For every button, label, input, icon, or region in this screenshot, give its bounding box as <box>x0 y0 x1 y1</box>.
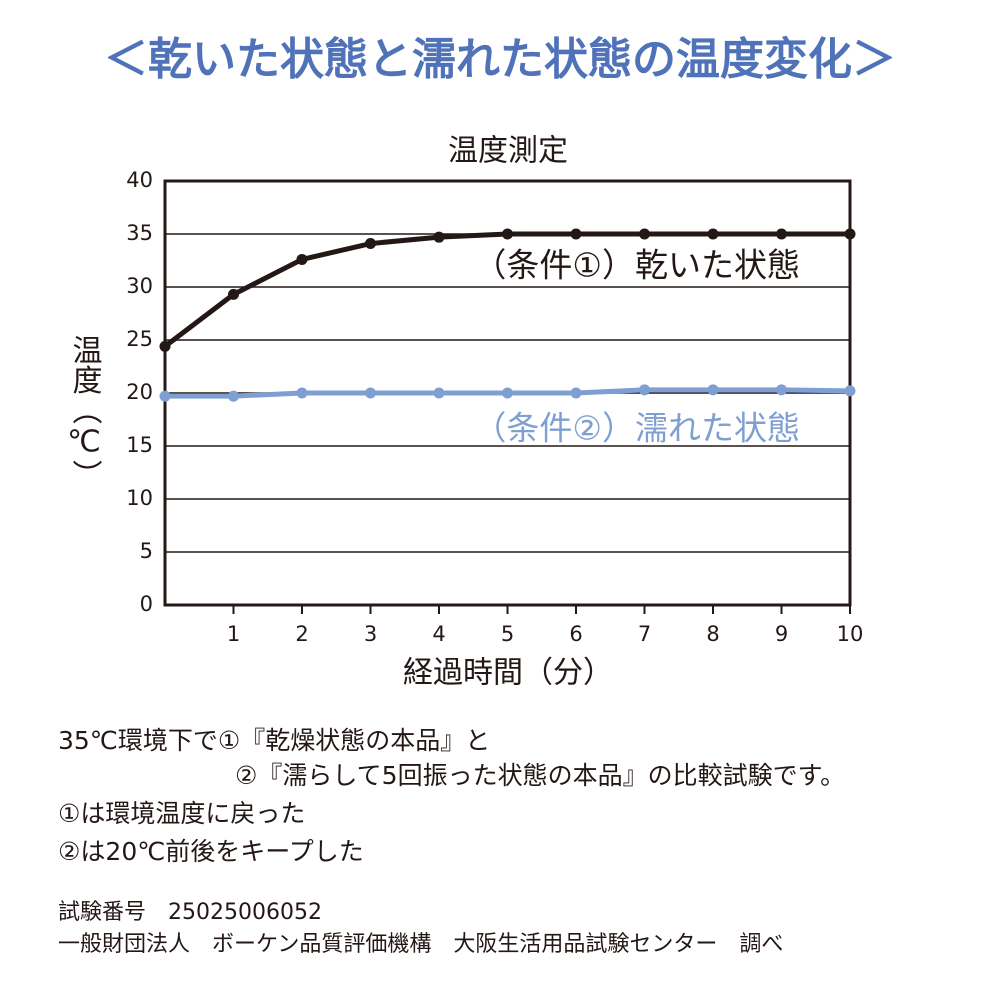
footer: 試験番号 25025006052 <box>58 900 322 925</box>
x-tick-label: 8 <box>706 622 719 646</box>
y-tick-label: 0 <box>140 592 153 616</box>
x-tick-label: 1 <box>227 622 240 646</box>
y-tick-label: 10 <box>126 486 153 510</box>
note: ①は環境温度に戻った <box>58 799 305 828</box>
point <box>296 387 308 399</box>
y-tick-label: 30 <box>126 274 153 298</box>
page-title: ＜乾いた状態と濡れた状態の温度変化＞ <box>104 34 896 85</box>
point <box>365 238 376 250</box>
y-tick-label: 40 <box>126 168 153 192</box>
point <box>570 387 582 399</box>
point <box>228 288 239 300</box>
note: ②『濡らして5回振った状態の本品』の比較試験です。 <box>235 761 845 790</box>
point <box>570 228 582 240</box>
y-tick-label: 5 <box>140 539 153 563</box>
point <box>776 384 787 396</box>
footer: 一般財団法人 ボーケン品質評価機構 大阪生活用品試験センター 調べ <box>58 932 783 957</box>
x-tick-label: 2 <box>295 622 308 646</box>
y-tick-label: 15 <box>126 433 153 457</box>
y-axis-label: 温度（℃） <box>67 335 103 490</box>
point <box>502 228 513 240</box>
x-tick-label: 10 <box>837 622 864 646</box>
point <box>776 228 787 240</box>
point <box>502 387 513 399</box>
point <box>707 384 719 396</box>
note: 35℃環境下で①『乾燥状態の本品』と <box>58 726 490 755</box>
point <box>365 387 376 399</box>
point <box>228 390 239 402</box>
point <box>639 384 650 396</box>
y-tick-label: 20 <box>126 380 153 404</box>
x-tick-label: 9 <box>775 622 788 646</box>
y-tick-label: 25 <box>126 327 153 351</box>
x-tick-label: 5 <box>501 622 514 646</box>
point <box>433 387 445 399</box>
series-label: （条件②）濡れた状態 <box>473 409 800 448</box>
x-tick-label: 4 <box>432 622 445 646</box>
note: ②は20℃前後をキープした <box>58 837 364 866</box>
point <box>844 228 856 240</box>
series-label: （条件①）乾いた状態 <box>473 246 800 285</box>
point <box>433 231 445 243</box>
chart-title: 温度測定 <box>448 134 568 169</box>
x-tick-label: 6 <box>569 622 582 646</box>
point <box>296 253 308 265</box>
point <box>707 228 719 240</box>
y-tick-label: 35 <box>126 221 153 245</box>
point <box>844 385 856 397</box>
x-axis-label: 経過時間（分） <box>403 656 613 691</box>
point <box>159 390 171 402</box>
point <box>639 228 650 240</box>
x-tick-label: 3 <box>364 622 377 646</box>
point <box>159 340 171 352</box>
x-tick-label: 7 <box>638 622 651 646</box>
